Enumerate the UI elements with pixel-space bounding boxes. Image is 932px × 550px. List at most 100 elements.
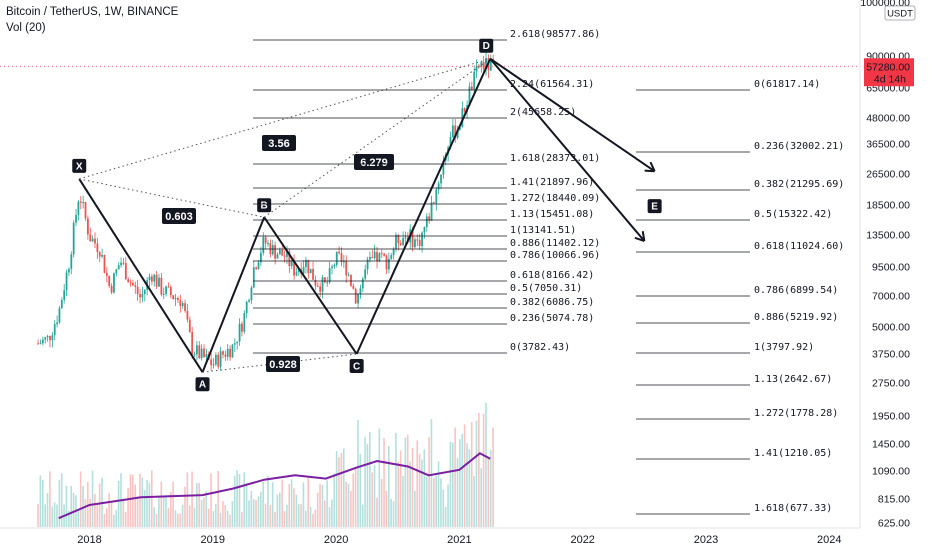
candle — [288, 248, 291, 527]
candle-body — [51, 335, 54, 341]
volume-bar — [428, 437, 430, 527]
candle — [440, 174, 442, 527]
candle-body — [297, 269, 300, 273]
candle — [219, 346, 222, 527]
volume-bar — [146, 479, 148, 527]
candle-body — [411, 229, 414, 248]
candle — [191, 326, 194, 527]
candle — [150, 273, 153, 527]
candle-body — [295, 272, 298, 276]
candle — [243, 310, 246, 527]
candle-body — [437, 183, 440, 190]
volume-bar — [68, 510, 70, 527]
volume-bar — [217, 471, 219, 527]
candle — [397, 233, 400, 527]
candle-body — [428, 216, 431, 221]
candle — [72, 220, 75, 527]
volume-bar — [184, 486, 186, 527]
candle-body — [91, 238, 94, 242]
volume-bar — [352, 473, 355, 527]
candle — [129, 279, 132, 527]
volume-bar — [181, 504, 184, 527]
candle — [79, 196, 82, 527]
time-axis-tick: 2018 — [77, 534, 101, 546]
candle-body — [56, 322, 58, 325]
fib-extension-level-label: 0.786(10066.96) — [510, 250, 600, 261]
candle-body — [179, 300, 182, 307]
candle — [113, 272, 115, 527]
currency-badge — [884, 5, 916, 21]
candle — [146, 277, 149, 527]
candle-body — [451, 125, 454, 137]
candle-body — [345, 261, 348, 276]
candle-body — [181, 303, 184, 307]
pattern-leg-ab — [201, 216, 266, 373]
volume-bar — [198, 483, 200, 527]
volume-bar — [41, 479, 44, 527]
candle — [181, 301, 184, 527]
volume-bar — [364, 436, 366, 527]
volume-bar — [418, 453, 421, 527]
fib-retracement-level-label: 1.41(1210.05) — [754, 448, 832, 459]
volume-bar — [98, 483, 101, 527]
time-axis-tick: 2021 — [447, 534, 471, 546]
candle — [264, 235, 267, 527]
volume-bar — [219, 512, 222, 527]
candle — [196, 340, 198, 527]
volume-bar — [143, 490, 146, 527]
candle-body — [153, 274, 156, 282]
volume-bar — [37, 504, 39, 527]
candle — [409, 224, 412, 527]
candle — [376, 246, 378, 527]
candle — [402, 231, 405, 527]
volume-bar — [105, 508, 108, 527]
candle — [487, 54, 490, 527]
candle-body — [338, 251, 341, 254]
candle — [421, 231, 423, 527]
candle-body — [60, 299, 63, 309]
candle — [309, 268, 312, 527]
volume-bar — [293, 488, 295, 527]
volume-bar — [444, 506, 447, 527]
candle-body — [241, 323, 243, 332]
candle — [82, 195, 85, 527]
candle — [103, 254, 106, 527]
volume-bar — [402, 476, 404, 527]
candle — [352, 283, 355, 527]
volume-bar — [451, 442, 454, 527]
volume-bar — [172, 481, 174, 527]
volume-bar — [404, 437, 407, 527]
volume-bar — [53, 502, 56, 527]
candle — [96, 237, 99, 527]
volume-bar — [456, 458, 459, 527]
candle — [480, 61, 483, 527]
candle-body — [224, 354, 227, 357]
candle — [167, 282, 170, 527]
candle-body — [113, 273, 115, 293]
fib-retracement-level-label: 1.618(677.33) — [754, 503, 832, 514]
candle — [63, 283, 66, 527]
candle — [193, 351, 196, 527]
ratio-badge — [266, 356, 300, 372]
candle — [94, 232, 96, 527]
volume-bar — [295, 494, 298, 527]
candle — [274, 241, 277, 527]
candle — [387, 252, 390, 527]
fib-extension-level-label: 0.236(5074.78) — [510, 313, 594, 324]
candle — [326, 276, 329, 527]
candle-body — [399, 243, 402, 246]
bar-countdown-label: 4d 14h — [874, 73, 906, 85]
volume-bar — [314, 509, 317, 527]
volume-bar — [110, 501, 113, 527]
candle-body — [364, 269, 367, 279]
volume-bar — [395, 432, 397, 527]
volume-bar — [252, 499, 255, 527]
candle — [198, 341, 201, 527]
volume-bar — [461, 433, 464, 527]
candle — [262, 232, 265, 527]
volume-bar — [174, 510, 177, 527]
candle-body — [214, 354, 217, 365]
volume-bar — [262, 481, 264, 527]
volume-bar — [392, 501, 395, 527]
